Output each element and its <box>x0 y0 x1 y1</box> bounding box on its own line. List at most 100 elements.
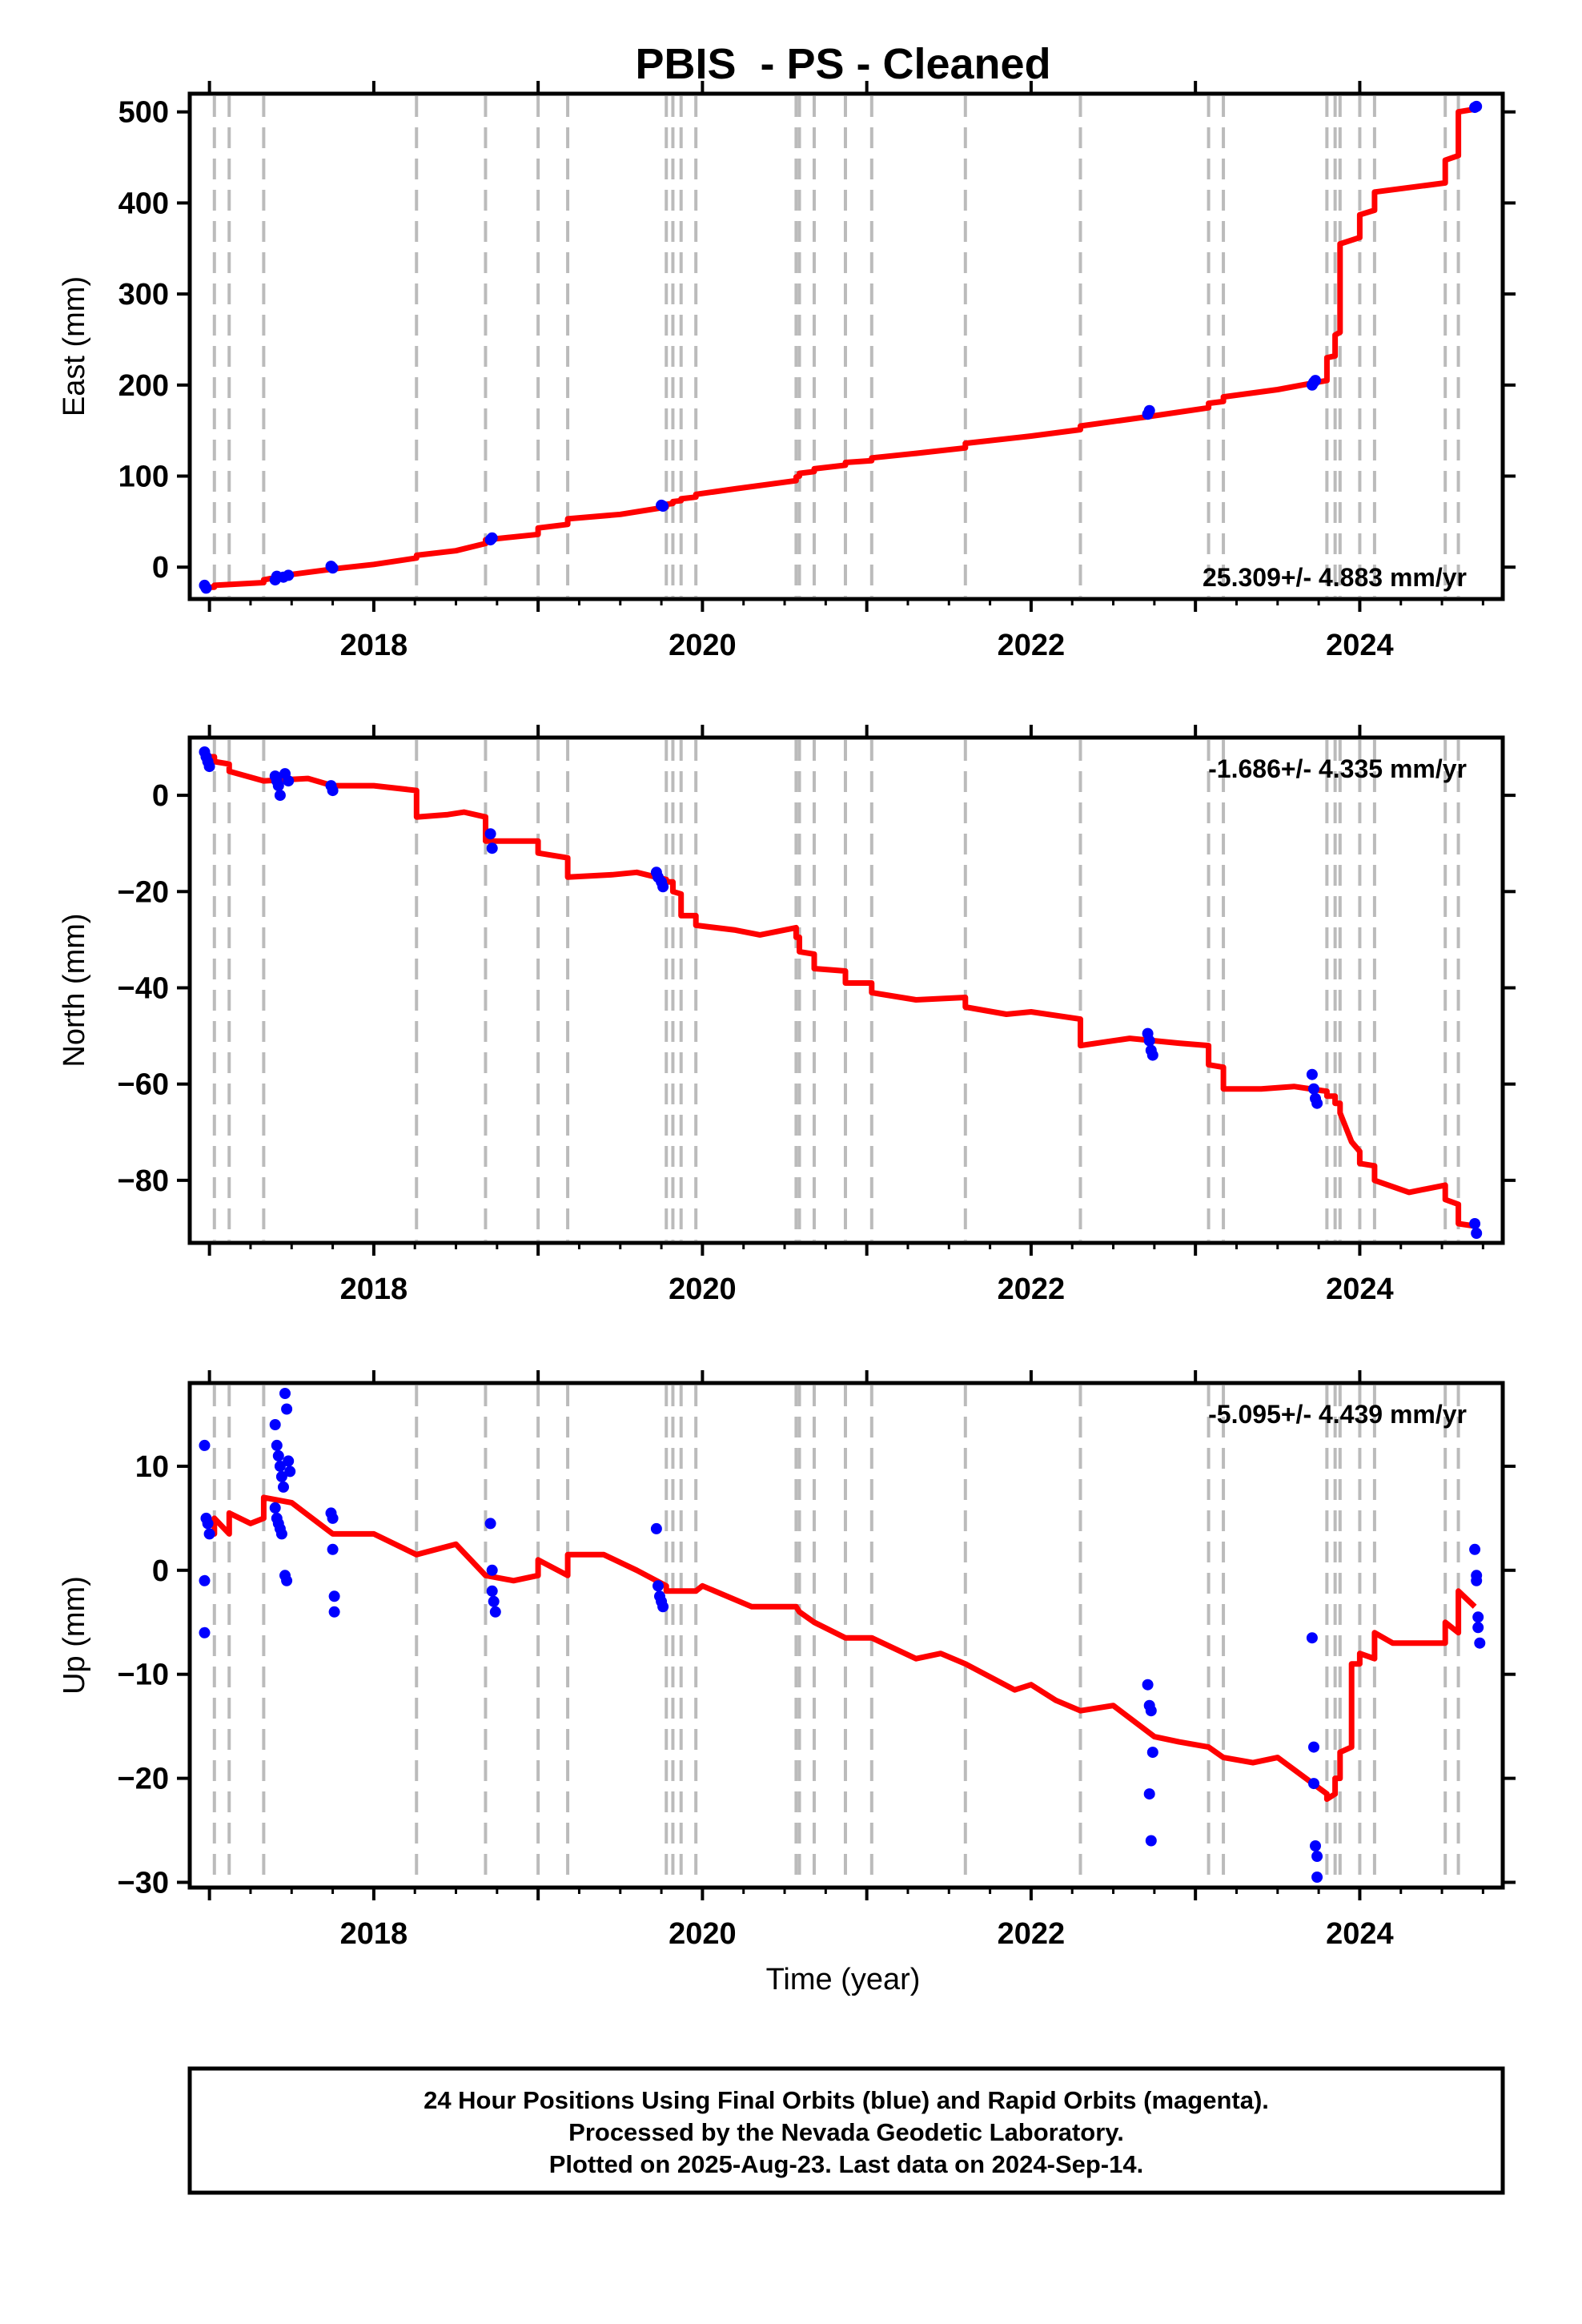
up-y-tick-label-2: −10 <box>118 1659 169 1692</box>
up-point-2 <box>202 1518 214 1530</box>
east-y-tick-label-1: 100 <box>118 460 169 494</box>
up-point-43 <box>1145 1835 1157 1847</box>
east-y-tick-label-3: 300 <box>118 278 169 312</box>
up-point-40 <box>1145 1705 1157 1717</box>
north-point-21 <box>1146 1049 1158 1061</box>
up-rate-label: -5.095+/- 4.439 mm/yr <box>1208 1400 1467 1429</box>
up-point-22 <box>281 1574 293 1586</box>
up-point-55 <box>1474 1637 1486 1649</box>
up-point-44 <box>1306 1632 1318 1644</box>
up-point-32 <box>489 1606 501 1618</box>
up-y-tick-label-1: 0 <box>152 1554 169 1588</box>
north-point-9 <box>283 775 295 787</box>
up-point-20 <box>275 1528 287 1540</box>
east-point-5 <box>283 569 295 581</box>
north-x-tick-label-3: 2024 <box>1326 1273 1394 1306</box>
up-point-52 <box>1471 1574 1483 1586</box>
up-point-28 <box>484 1518 496 1530</box>
up-point-4 <box>199 1574 211 1586</box>
up-point-24 <box>327 1512 339 1524</box>
north-point-19 <box>1143 1035 1155 1047</box>
up-point-27 <box>328 1606 340 1618</box>
east-point-9 <box>486 532 498 544</box>
north-y-tick-label-1: −20 <box>118 875 169 909</box>
up-point-26 <box>328 1590 340 1602</box>
east-axes-frame <box>187 91 1505 601</box>
up-y-tick-label-3: −20 <box>118 1763 169 1796</box>
north-point-12 <box>484 828 496 840</box>
up-point-31 <box>488 1595 500 1607</box>
up-point-14 <box>283 1455 295 1467</box>
north-x-tick-label-0: 2018 <box>340 1273 408 1306</box>
up-point-7 <box>271 1439 283 1451</box>
east-y-axis-label: East (mm) <box>58 276 91 416</box>
up-point-13 <box>281 1403 293 1415</box>
up-point-5 <box>199 1626 211 1638</box>
east-model-line <box>204 106 1476 590</box>
up-x-tick-label-0: 2018 <box>340 1917 408 1951</box>
footer-box: 24 Hour Positions Using Final Orbits (bl… <box>187 2066 1505 2195</box>
east-point-13 <box>1143 404 1155 416</box>
up-model-line <box>204 1494 1477 1803</box>
footer-line-3: Plotted on 2025-Aug-23. Last data on 202… <box>549 2150 1143 2178</box>
north-point-7 <box>274 790 286 802</box>
up-point-29 <box>486 1564 498 1576</box>
up-point-9 <box>274 1460 286 1472</box>
up-point-30 <box>486 1585 498 1597</box>
up-point-0 <box>199 1439 211 1451</box>
up-point-11 <box>278 1481 289 1493</box>
north-point-3 <box>203 761 215 773</box>
east-point-18 <box>1471 100 1483 112</box>
panel-up: 10 0 −10 −20 −30 2018 2020 2022 2024 Up (mm) -5.09… <box>58 1370 1516 1951</box>
east-point-1 <box>200 582 212 594</box>
north-point-17 <box>657 881 669 893</box>
north-rate-label: -1.686+/- 4.335 mm/yr <box>1208 754 1467 783</box>
up-point-10 <box>275 1470 287 1482</box>
up-point-47 <box>1310 1840 1321 1852</box>
east-y-tick-label-0: 0 <box>152 551 169 585</box>
north-point-13 <box>486 842 498 854</box>
up-point-48 <box>1311 1851 1323 1862</box>
east-y-tick-label-4: 400 <box>118 187 169 220</box>
up-point-12 <box>279 1388 291 1399</box>
east-point-16 <box>1310 375 1321 387</box>
north-y-tick-label-2: −40 <box>118 971 169 1005</box>
footer-line-2: Processed by the Nevada Geodetic Laborat… <box>568 2118 1124 2146</box>
panel-east: 0 100 200 300 400 500 2018 2020 2022 2024 East (mm… <box>58 81 1516 662</box>
east-x-tick-label-1: 2020 <box>669 629 737 662</box>
north-point-25 <box>1311 1097 1323 1109</box>
chart-title: PBIS - PS - Cleaned <box>635 40 1050 88</box>
east-point-7 <box>327 562 339 574</box>
east-x-tick-label-0: 2018 <box>340 629 408 662</box>
north-x-tick-label-1: 2020 <box>669 1273 737 1306</box>
up-point-41 <box>1146 1747 1158 1759</box>
north-x-tick-label-2: 2022 <box>998 1273 1066 1306</box>
up-x-tick-label-2: 2022 <box>998 1917 1066 1951</box>
east-point-11 <box>657 501 669 512</box>
north-axes-frame <box>187 735 1505 1245</box>
up-point-37 <box>657 1601 669 1613</box>
north-point-6 <box>272 780 284 792</box>
up-point-38 <box>1142 1679 1154 1691</box>
up-x-tick-label-3: 2024 <box>1326 1917 1394 1951</box>
east-x-tick-label-3: 2024 <box>1326 629 1394 662</box>
up-point-3 <box>203 1528 215 1540</box>
up-point-53 <box>1472 1611 1484 1623</box>
north-model-line <box>204 754 1476 1229</box>
north-y-tick-label-0: 0 <box>152 779 169 813</box>
north-point-23 <box>1308 1083 1319 1095</box>
panel-north: 0 −20 −40 −60 −80 2018 2020 2022 2024 North (mm) -… <box>58 725 1516 1306</box>
up-y-tick-label-4: −30 <box>118 1867 169 1900</box>
up-axes-frame <box>187 1381 1505 1890</box>
east-x-tick-label-2: 2022 <box>998 629 1066 662</box>
up-x-tick-label-1: 2020 <box>669 1917 737 1951</box>
north-y-tick-label-3: −60 <box>118 1068 169 1102</box>
up-point-54 <box>1472 1622 1484 1634</box>
north-point-11 <box>327 785 339 797</box>
up-point-6 <box>269 1419 281 1430</box>
x-axis-label: Time (year) <box>766 1963 921 1996</box>
up-point-45 <box>1308 1741 1319 1753</box>
up-point-8 <box>272 1449 284 1462</box>
